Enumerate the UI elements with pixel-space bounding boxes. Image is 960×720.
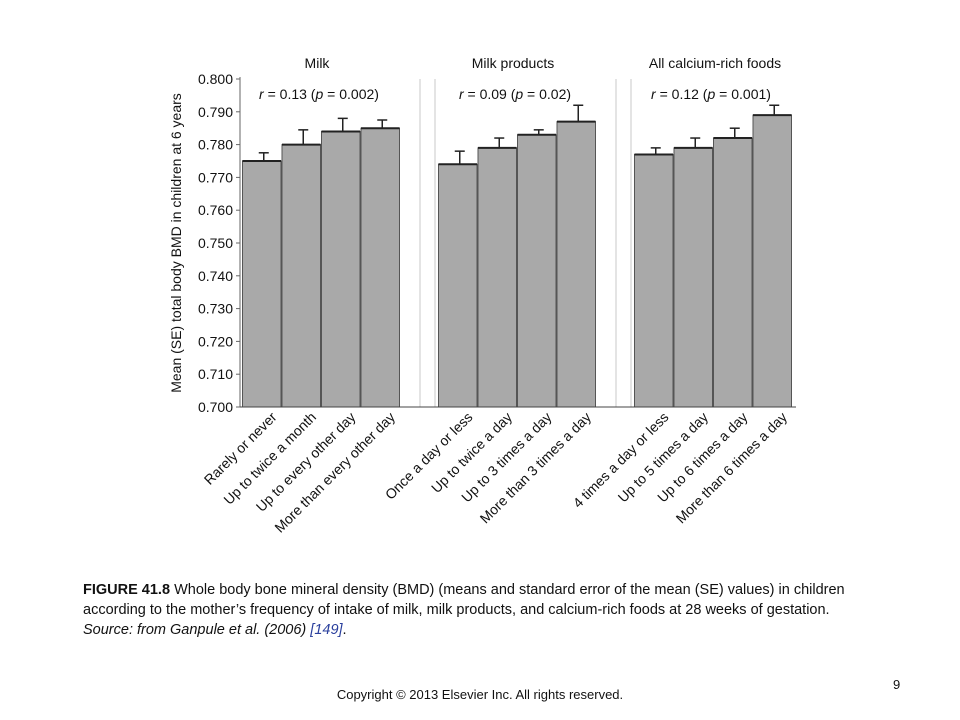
correlation-stat: r = 0.09 (p = 0.02)	[459, 86, 571, 102]
bar	[360, 127, 400, 408]
correlation-stat: r = 0.12 (p = 0.001)	[651, 86, 771, 102]
y-tick-label: 0.740	[198, 268, 233, 284]
bar	[713, 137, 753, 408]
group-title: Milk	[305, 55, 331, 71]
y-tick-label: 0.800	[198, 71, 233, 87]
grid-layer	[419, 79, 632, 407]
bar	[242, 160, 282, 408]
y-tick-label: 0.720	[198, 333, 233, 349]
correlation-stat: r = 0.13 (p = 0.002)	[259, 86, 379, 102]
copyright-notice: Copyright © 2013 Elsevier Inc. All right…	[336, 687, 624, 702]
bar	[281, 144, 321, 408]
y-tick-label: 0.780	[198, 137, 233, 153]
y-axis-label: Mean (SE) total body BMD in children at …	[168, 93, 184, 393]
caption-label: FIGURE 41.8	[83, 582, 171, 598]
y-tick-label: 0.700	[198, 399, 233, 415]
y-tick-label: 0.790	[198, 104, 233, 120]
bar	[517, 134, 557, 408]
caption-text: Whole body bone mineral density (BMD) (m…	[83, 582, 845, 618]
bars-layer	[242, 104, 792, 408]
caption-reference-link[interactable]: [149]	[310, 622, 343, 638]
bar	[556, 121, 596, 408]
figure-caption: FIGURE 41.8 Whole body bone mineral dens…	[83, 580, 883, 640]
y-tick-label: 0.710	[198, 366, 233, 382]
group-title: Milk products	[472, 55, 554, 71]
bar	[634, 153, 674, 408]
y-tick-label: 0.730	[198, 301, 233, 317]
bar	[477, 147, 517, 408]
y-tick-label: 0.750	[198, 235, 233, 251]
bar	[321, 130, 361, 408]
bar	[673, 147, 713, 408]
bmd-bar-chart: 0.700 0.710 0.720 0.730 0.740 0.750 0.760 0.770…	[168, 55, 796, 536]
group-title: All calcium-rich foods	[649, 55, 781, 71]
caption-source: Source: from Ganpule et al. (2006)	[83, 622, 307, 638]
bar	[438, 163, 478, 408]
y-tick-label: 0.760	[198, 202, 233, 218]
page-number: 9	[893, 677, 901, 692]
bar	[752, 114, 792, 408]
y-tick-label: 0.770	[198, 169, 233, 185]
caption-period: .	[342, 622, 347, 638]
axis-layer	[236, 77, 796, 408]
